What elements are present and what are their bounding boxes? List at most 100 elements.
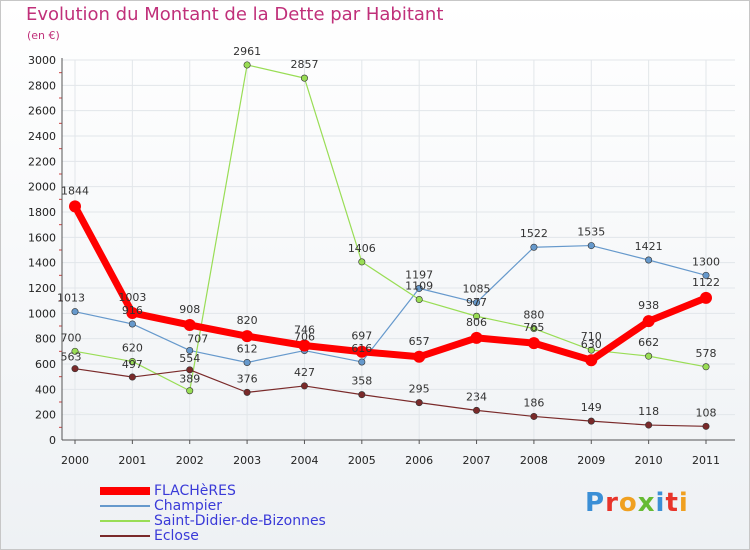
data-label: 358 [351,375,372,388]
data-label: 710 [581,330,602,343]
data-point [186,346,194,354]
data-label: 578 [696,347,717,360]
x-tick-label: 2009 [577,454,605,467]
data-point [645,352,653,360]
data-label: 707 [187,332,208,345]
logo-letter: o [618,488,638,518]
y-tick-label: 2000 [28,181,56,194]
y-tick-label: 200 [35,409,56,422]
data-point [69,200,81,213]
logo-letter: r [605,488,619,518]
y-tick-label: 3000 [28,54,56,67]
legend-swatch [100,520,150,522]
data-point [702,422,710,430]
series-line-3 [74,368,707,427]
data-label: 1300 [692,255,720,268]
data-point [71,365,79,373]
data-label: 1122 [692,276,720,289]
data-point [243,388,251,396]
data-point [71,308,79,316]
data-point [298,339,311,352]
data-label: 389 [179,373,200,386]
data-point [413,350,426,363]
legend-item: Saint-Didier-de-Bizonnes [100,513,360,529]
y-tick-label: 2600 [28,105,56,118]
data-point [355,345,368,358]
data-point [527,337,540,350]
data-label: 765 [523,321,544,334]
data-point [587,417,595,425]
series-line-0 [71,204,708,364]
data-label: 295 [409,383,430,396]
legend-item: FLACHèRES [100,483,360,499]
y-tick-label: 1600 [28,231,56,244]
proxiti-logo: Proxiti [585,488,689,518]
data-point [183,318,196,331]
data-point [702,271,710,279]
data-point [415,296,423,304]
data-label: 186 [523,396,544,409]
data-label-layer: 1013 916 707 612 706 616 1197 1085 1522 1535 1421 1… [57,45,720,419]
y-tick-label: 1400 [28,257,56,270]
y-tick-label: 400 [35,383,56,396]
data-point [71,347,79,355]
x-tick-label: 2003 [233,454,261,467]
data-label: 1003 [118,291,146,304]
logo-letter: t [665,488,679,518]
data-label: 746 [294,324,315,337]
data-point [186,366,194,374]
x-tick-label: 2005 [348,454,376,467]
data-label: 1406 [348,242,376,255]
data-point [415,399,423,407]
data-label: 1421 [635,240,663,253]
data-point [358,358,366,366]
y-tick-label: 1800 [28,206,56,219]
legend-swatch [100,535,150,537]
data-label: 706 [294,331,315,344]
y-tick-label: 0 [49,434,56,447]
series-line-1 [74,244,707,364]
y-tick-label: 800 [35,333,56,346]
data-label: 1522 [520,227,548,240]
y-tick-label: 1000 [28,307,56,320]
chart-subtitle: (en €) [27,29,60,42]
data-label: 938 [638,299,659,312]
data-label: 697 [351,330,372,343]
data-label: 108 [696,406,717,419]
logo-letter: P [585,488,606,518]
data-label: 1197 [405,268,433,281]
data-label: 620 [122,341,143,354]
x-tick-label: 2008 [520,454,548,467]
legend-item: Eclose [100,528,360,544]
data-point [645,256,653,264]
data-label: 1109 [405,280,433,293]
data-label: 916 [122,304,143,317]
data-point [358,258,366,266]
data-label: 1085 [463,283,491,296]
legend-label: Saint-Didier-de-Bizonnes [154,513,326,529]
data-point [587,242,595,250]
data-label: 616 [351,342,372,355]
data-label: 820 [237,314,258,327]
logo-letter: i [655,488,666,518]
data-point [645,421,653,429]
data-point [128,320,136,328]
data-point [300,74,308,82]
logo-letter: x [637,488,656,518]
legend: FLACHèRES Champier Saint-Didier-de-Bizonne… [100,483,360,544]
data-point [700,291,712,304]
data-label: 1013 [57,292,85,305]
data-label: 2961 [233,45,261,58]
data-point [473,312,481,320]
x-tick-label: 2000 [61,454,89,467]
data-label: 657 [409,335,430,348]
logo-letter: i [678,488,689,518]
data-point [530,412,538,420]
data-point [530,243,538,251]
data-point [415,284,423,292]
data-point [473,299,481,307]
legend-label: FLACHèRES [154,483,236,499]
data-point [186,387,194,395]
